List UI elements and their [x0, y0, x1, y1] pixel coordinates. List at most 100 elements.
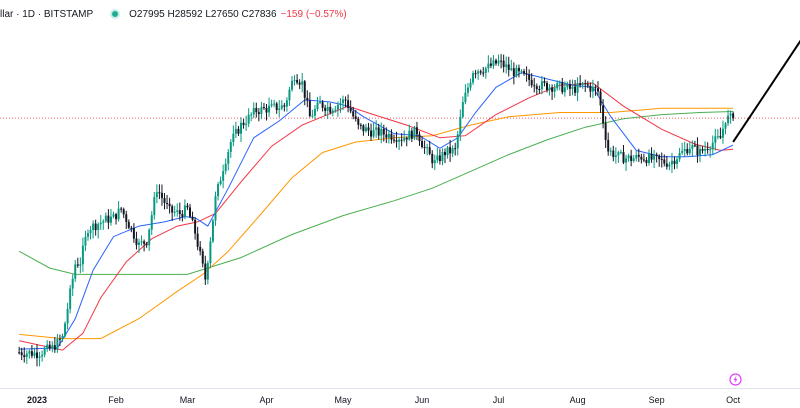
candle-body — [66, 309, 69, 324]
candle-body — [293, 79, 296, 81]
candle-body — [92, 223, 95, 231]
candle-body — [250, 114, 253, 116]
candle-body — [403, 137, 406, 141]
candle-body — [530, 79, 533, 86]
candle-body — [709, 149, 712, 151]
time-axis-tick-2023: 2023 — [26, 395, 48, 405]
candle-body — [321, 102, 324, 108]
candle-body — [566, 84, 569, 88]
time-axis-tick-aug: Aug — [569, 395, 586, 405]
candle-body — [431, 153, 434, 164]
candle-body — [153, 197, 156, 216]
candle-body — [20, 352, 23, 356]
candle-body — [268, 105, 271, 113]
candle-body — [245, 123, 248, 126]
candle-body — [43, 348, 46, 355]
candle-body — [87, 233, 89, 237]
candle-body — [704, 149, 707, 151]
ohlc-values: O27995 H28592 L27650 C27836 — [129, 8, 277, 20]
candle-body — [683, 149, 686, 151]
candle-body — [487, 63, 490, 69]
candle-body — [255, 108, 258, 113]
candle-body — [438, 155, 441, 162]
candle-body — [127, 221, 130, 228]
candle-body — [413, 127, 416, 139]
candle-body — [76, 264, 79, 266]
candle-body — [543, 81, 546, 83]
candle-body — [706, 149, 709, 151]
candle-body — [89, 230, 92, 234]
candle-body — [242, 122, 245, 126]
candle-body — [693, 145, 696, 147]
time-axis[interactable]: 2023 Feb Mar Apr May Jun Jul Aug Sep Oct — [0, 388, 800, 408]
candle-body — [155, 192, 158, 198]
candle-body — [574, 86, 577, 93]
candle-body — [260, 107, 263, 114]
candle-body — [551, 87, 554, 92]
candle-body — [183, 205, 186, 217]
status-dot-icon — [110, 9, 121, 19]
price-chart[interactable] — [0, 0, 800, 388]
candle-body — [46, 344, 49, 349]
chart-area[interactable] — [0, 0, 800, 388]
candle-body — [143, 241, 146, 244]
candle-body — [408, 130, 411, 140]
candle-body — [240, 122, 242, 134]
candle-body — [232, 133, 235, 143]
candle-body — [387, 133, 390, 138]
candle-body — [500, 60, 503, 62]
tradingview-bolt-icon[interactable] — [729, 373, 742, 386]
candle-body — [359, 124, 362, 126]
candle-body — [602, 105, 605, 124]
candle-body — [528, 74, 531, 80]
candle-body — [451, 148, 454, 154]
candle-body — [390, 133, 393, 140]
candle-body — [38, 356, 41, 359]
candle-body — [441, 151, 444, 162]
candle-body — [512, 68, 515, 76]
candle-body — [472, 73, 475, 83]
candle-body — [418, 134, 421, 142]
candle-body — [533, 85, 536, 87]
candle-body — [344, 99, 347, 101]
candle-body — [630, 155, 633, 161]
candle-body — [214, 196, 217, 221]
candle-body — [619, 152, 622, 154]
candle-body — [617, 152, 620, 156]
candle-body — [206, 263, 209, 280]
candle-body — [563, 87, 566, 93]
candle-body — [199, 246, 202, 252]
candle-body — [270, 104, 273, 106]
candle-body — [635, 154, 638, 159]
candle-body — [719, 136, 722, 138]
candle-body — [612, 150, 615, 157]
candle-body — [444, 151, 446, 156]
time-axis-tick-feb: Feb — [108, 395, 124, 405]
candle-body — [125, 214, 128, 222]
candle-body — [262, 107, 265, 109]
candle-body — [273, 103, 276, 105]
candle-body — [497, 60, 500, 64]
candle-body — [209, 241, 212, 264]
candle-body — [650, 153, 653, 160]
candle-body — [331, 110, 334, 113]
candle-body — [421, 141, 424, 147]
candle-body — [663, 159, 666, 164]
moving-average-short — [19, 72, 734, 350]
candle-body — [150, 215, 153, 230]
candle-body — [30, 351, 33, 356]
candle-body — [135, 238, 138, 245]
candle-body — [645, 159, 648, 164]
candle-body — [454, 148, 457, 150]
candle-body — [653, 154, 656, 160]
candle-body — [716, 136, 719, 138]
candle-body — [308, 100, 311, 116]
candle-body — [204, 263, 207, 280]
candle-body — [558, 82, 561, 84]
candle-body — [377, 127, 380, 136]
candle-body — [622, 152, 625, 163]
time-axis-tick-apr: Apr — [259, 395, 274, 405]
candle-body — [523, 71, 526, 74]
candle-body — [329, 106, 332, 113]
candle-body — [311, 115, 314, 117]
